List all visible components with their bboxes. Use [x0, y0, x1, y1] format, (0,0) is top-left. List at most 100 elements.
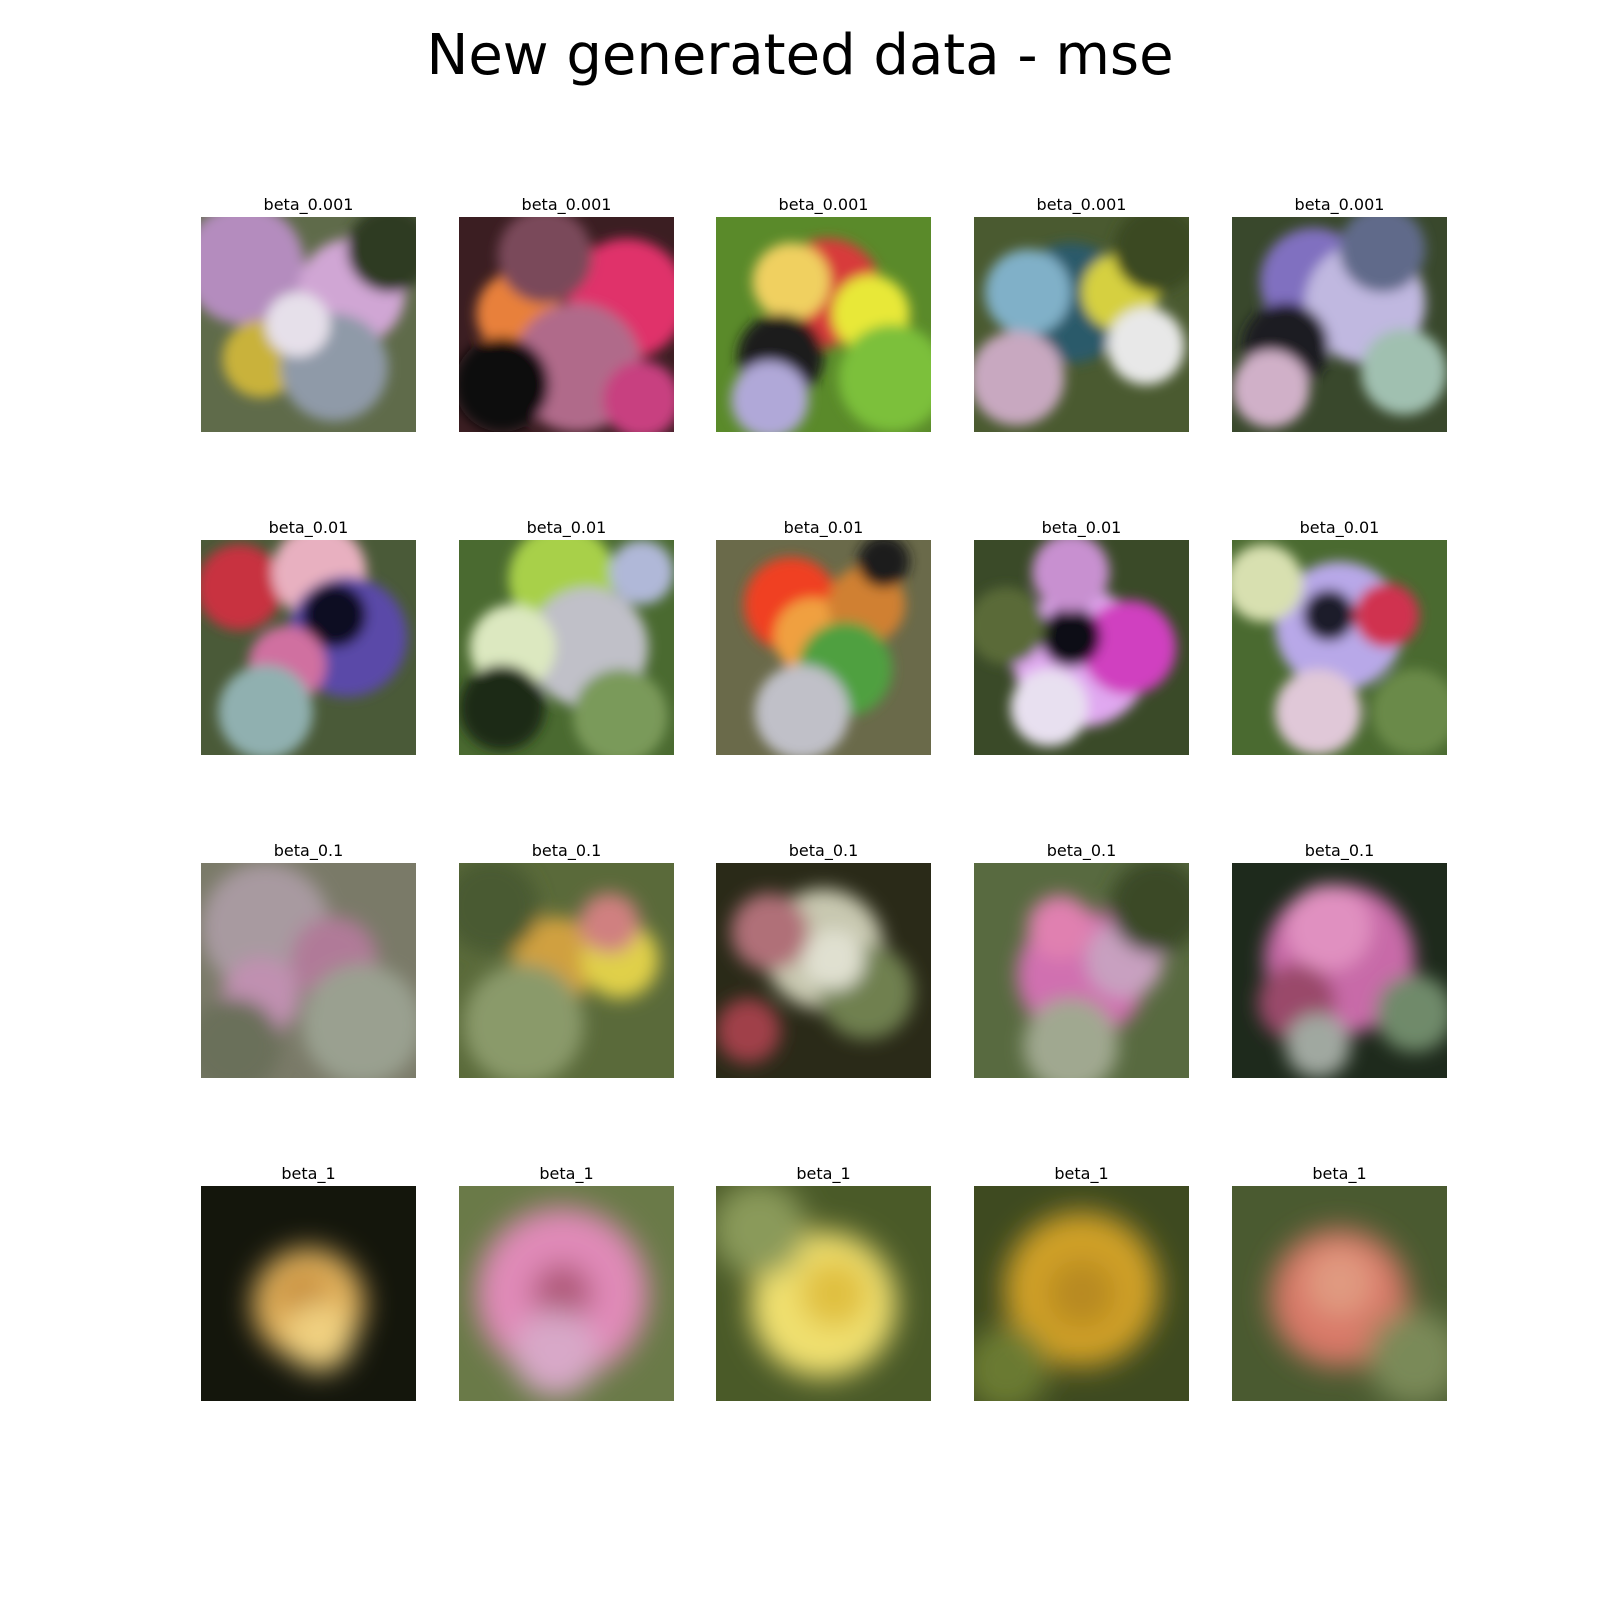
generated-flower-image: [716, 863, 931, 1078]
generated-flower-image: [201, 217, 416, 432]
color-blob: [218, 664, 313, 755]
generated-flower-image: [974, 540, 1189, 755]
generated-flower-image: [974, 217, 1189, 432]
generated-flower-image: [1232, 540, 1447, 755]
sample-title: beta_1: [539, 1164, 594, 1183]
color-blob: [1032, 540, 1110, 611]
sample-title: beta_0.1: [1046, 841, 1117, 860]
color-blob: [1027, 895, 1093, 960]
color-blob: [974, 1325, 1050, 1401]
sample-cell: beta_0.1: [716, 841, 931, 1078]
sample-title: beta_1: [796, 1164, 851, 1183]
sample-cell: beta_0.001: [459, 195, 674, 432]
color-blob: [302, 964, 416, 1078]
color-blob: [752, 242, 830, 321]
generated-flower-image: [459, 1186, 674, 1401]
generated-flower-image: [716, 1186, 931, 1401]
color-blob: [1010, 669, 1088, 747]
color-blob: [1376, 974, 1447, 1053]
generated-flower-image: [459, 217, 674, 432]
sample-title: beta_1: [1312, 1164, 1367, 1183]
sample-title: beta_0.001: [521, 195, 612, 214]
color-blob: [1040, 606, 1101, 667]
generated-flower-image: [201, 1186, 416, 1401]
sample-cell: beta_0.01: [1232, 518, 1447, 755]
sample-cell: beta_1: [716, 1164, 931, 1401]
color-blob: [463, 964, 584, 1078]
color-blob: [1354, 583, 1420, 648]
generated-flower-image: [974, 1186, 1189, 1401]
sample-cell: beta_0.001: [201, 195, 416, 432]
color-blob: [1081, 600, 1177, 695]
color-blob: [731, 893, 809, 971]
sample-cell: beta_0.001: [716, 195, 931, 432]
sample-title: beta_0.01: [268, 518, 349, 537]
sample-title: beta_0.001: [778, 195, 869, 214]
sample-cell: beta_0.1: [201, 841, 416, 1078]
color-blob: [1302, 589, 1355, 642]
sample-cell: beta_1: [1232, 1164, 1447, 1401]
sample-cell: beta_0.1: [974, 841, 1189, 1078]
sample-title: beta_0.01: [1299, 518, 1380, 537]
generated-flower-image: [201, 540, 416, 755]
generated-flower-image: [974, 863, 1189, 1078]
generated-flower-image: [201, 863, 416, 1078]
color-blob: [716, 998, 781, 1063]
sample-cell: beta_1: [201, 1164, 416, 1401]
color-blob: [857, 540, 910, 588]
color-blob: [1023, 998, 1119, 1078]
color-blob: [459, 337, 550, 432]
color-blob: [579, 893, 640, 954]
sample-title: beta_1: [1054, 1164, 1109, 1183]
color-blob: [984, 249, 1071, 336]
sample-cell: beta_0.01: [716, 518, 931, 755]
color-blob: [265, 292, 330, 357]
color-blob: [799, 1259, 869, 1328]
color-blob: [201, 998, 281, 1078]
sample-cell: beta_0.1: [459, 841, 674, 1078]
color-blob: [731, 361, 809, 432]
color-blob: [609, 540, 674, 605]
color-blob: [974, 587, 1045, 665]
color-blob: [838, 324, 931, 432]
sample-cell: beta_0.1: [1232, 841, 1447, 1078]
generated-flower-image: [459, 863, 674, 1078]
color-blob: [201, 217, 305, 325]
generated-flower-image: [1232, 1186, 1447, 1401]
color-blob: [1113, 217, 1189, 293]
color-blob: [804, 929, 865, 990]
color-blob: [347, 217, 416, 293]
color-blob: [1367, 1310, 1447, 1401]
sample-cell: beta_0.01: [974, 518, 1189, 755]
color-blob: [1285, 1013, 1351, 1078]
sample-title: beta_0.01: [783, 518, 864, 537]
color-blob: [1371, 669, 1447, 755]
color-blob: [1232, 544, 1303, 622]
color-blob: [532, 1263, 593, 1324]
color-blob: [716, 1186, 807, 1277]
generated-flower-image: [716, 217, 931, 432]
generated-flower-image: [1232, 863, 1447, 1078]
color-blob: [754, 664, 850, 755]
color-blob: [572, 669, 668, 755]
generated-flower-image: [459, 540, 674, 755]
color-blob: [974, 330, 1065, 426]
sample-cell: beta_1: [974, 1164, 1189, 1401]
sample-title: beta_0.1: [788, 841, 859, 860]
sample-cell: beta_0.01: [459, 518, 674, 755]
sample-title: beta_0.1: [1304, 841, 1375, 860]
color-blob: [1339, 217, 1426, 293]
sample-title: beta_0.1: [531, 841, 602, 860]
color-blob: [459, 664, 545, 751]
color-blob: [1275, 669, 1361, 755]
color-blob: [603, 361, 674, 432]
sample-title: beta_0.001: [1036, 195, 1127, 214]
color-blob: [1109, 863, 1189, 954]
figure-title: New generated data - mse: [426, 23, 1174, 88]
generated-flower-image: [1232, 217, 1447, 432]
color-blob: [201, 544, 283, 631]
sample-cell: beta_0.001: [974, 195, 1189, 432]
color-blob: [497, 217, 593, 303]
sample-title: beta_0.001: [263, 195, 354, 214]
